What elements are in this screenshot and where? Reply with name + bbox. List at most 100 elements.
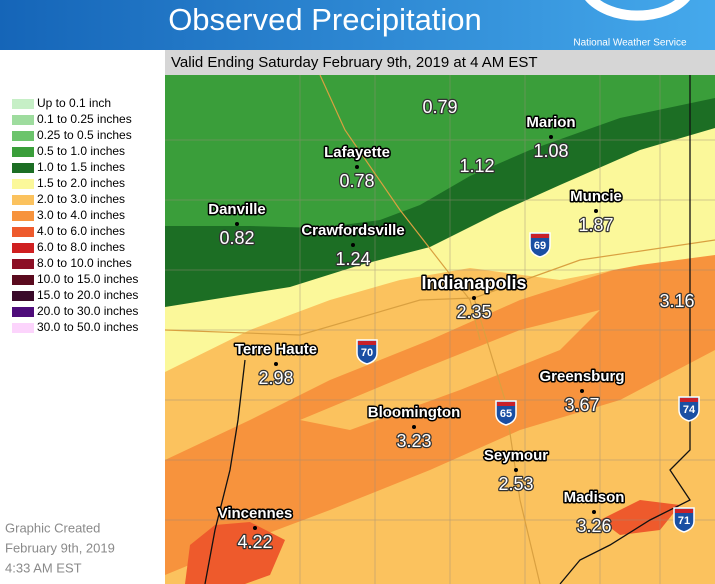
shield-top bbox=[680, 398, 698, 402]
shield-top bbox=[531, 234, 549, 238]
legend-swatch bbox=[12, 163, 34, 173]
shield-top bbox=[497, 402, 515, 406]
city-name: Marion bbox=[526, 114, 575, 131]
legend: Up to 0.1 inch 0.1 to 0.25 inches 0.25 to … bbox=[12, 96, 138, 334]
interstate-shield bbox=[678, 396, 700, 422]
legend-label: 10.0 to 15.0 inches bbox=[37, 272, 138, 286]
legend-label: 4.0 to 6.0 inches bbox=[37, 224, 125, 238]
legend-swatch bbox=[12, 243, 34, 253]
city-name: Greensburg bbox=[539, 368, 624, 385]
shield-number: 74 bbox=[683, 404, 696, 416]
city-name: Indianapolis bbox=[421, 273, 526, 293]
city-name: Vincennes bbox=[218, 505, 293, 522]
footer-line: 4:33 AM EST bbox=[5, 560, 82, 575]
footer-line: February 9th, 2019 bbox=[5, 540, 115, 555]
legend-swatch bbox=[12, 307, 34, 317]
legend-label: 1.0 to 1.5 inches bbox=[37, 160, 125, 174]
state-border bbox=[204, 359, 246, 584]
legend-label: 15.0 to 20.0 inches bbox=[37, 288, 138, 302]
shield-number: 69 bbox=[534, 240, 546, 252]
city-name: Lafayette bbox=[324, 144, 390, 161]
subtitle: Valid Ending Saturday February 9th, 2019… bbox=[171, 54, 538, 71]
legend-swatch bbox=[12, 195, 34, 205]
precip-value: 1.24 bbox=[335, 249, 370, 269]
city-name: Seymour bbox=[484, 447, 548, 464]
city-name: Crawfordsville bbox=[301, 222, 404, 239]
city-dot bbox=[351, 243, 355, 247]
city-name: Muncie bbox=[570, 188, 622, 205]
legend-label: Up to 0.1 inch bbox=[37, 96, 111, 110]
precip-value: 2.98 bbox=[258, 368, 293, 388]
shield-top bbox=[675, 509, 693, 513]
city-dot bbox=[514, 468, 518, 472]
city-dot bbox=[253, 526, 257, 530]
places: Marion 1.08 Lafayette 0.78 Muncie 1.87 Danvill… bbox=[207, 96, 700, 553]
precip-value: 2.53 bbox=[498, 474, 533, 494]
city-dot bbox=[472, 296, 476, 300]
precip-value: 1.87 bbox=[578, 215, 613, 235]
region bbox=[185, 522, 285, 584]
precip-value: 3.23 bbox=[396, 431, 431, 451]
city-dot bbox=[412, 425, 416, 429]
city-name: Bloomington bbox=[368, 404, 460, 421]
city-dot bbox=[580, 389, 584, 393]
legend-label: 1.5 to 2.0 inches bbox=[37, 176, 125, 190]
city-dot bbox=[355, 165, 359, 169]
precip-value: 3.26 bbox=[576, 516, 611, 536]
legend-swatch bbox=[12, 211, 34, 221]
legend-swatch bbox=[12, 291, 34, 301]
county-lines bbox=[165, 75, 715, 584]
footer: Graphic Created February 9th, 2019 4:33 AM… bbox=[5, 520, 115, 575]
region bbox=[165, 75, 715, 228]
legend-swatch bbox=[12, 275, 34, 285]
legend-swatch bbox=[12, 147, 34, 157]
legend-label: 20.0 to 30.0 inches bbox=[37, 304, 138, 318]
legend-label: 30.0 to 50.0 inches bbox=[37, 320, 138, 334]
interstate-shield bbox=[673, 507, 695, 533]
interstate-shield bbox=[356, 339, 378, 365]
city-dot bbox=[274, 362, 278, 366]
legend-swatch bbox=[12, 227, 34, 237]
city-name: Madison bbox=[564, 489, 625, 506]
precip-value: 0.79 bbox=[422, 97, 457, 117]
precip-value: 3.67 bbox=[564, 395, 599, 415]
highway bbox=[473, 297, 541, 584]
agency: National Weather Service bbox=[573, 38, 687, 49]
shield-number: 70 bbox=[361, 347, 373, 359]
legend-swatch bbox=[12, 179, 34, 189]
city-name: Danville bbox=[208, 201, 266, 218]
legend-label: 6.0 to 8.0 inches bbox=[37, 240, 125, 254]
city-name: Terre Haute bbox=[235, 341, 317, 358]
state-border bbox=[559, 75, 691, 584]
precip-value: 4.22 bbox=[237, 532, 272, 552]
precip-value: 0.78 bbox=[339, 171, 374, 191]
legend-swatch bbox=[12, 99, 34, 109]
legend-swatch bbox=[12, 323, 34, 333]
shield-number: 65 bbox=[500, 408, 512, 420]
legend-swatch bbox=[12, 115, 34, 125]
legend-swatch bbox=[12, 131, 34, 141]
legend-label: 8.0 to 10.0 inches bbox=[37, 256, 132, 270]
highway bbox=[165, 239, 715, 336]
precip-value: 0.82 bbox=[219, 228, 254, 248]
precip-value: 2.35 bbox=[456, 302, 491, 322]
highway bbox=[319, 75, 481, 341]
city-dot bbox=[549, 135, 553, 139]
legend-swatch bbox=[12, 259, 34, 269]
precip-value: 1.12 bbox=[459, 156, 494, 176]
shield-number: 71 bbox=[678, 515, 690, 527]
legend-label: 0.5 to 1.0 inches bbox=[37, 144, 125, 158]
city-dot bbox=[594, 209, 598, 213]
interstate-shield bbox=[529, 232, 551, 258]
map bbox=[165, 75, 715, 584]
nws-logo bbox=[585, 0, 690, 21]
subtitle-bar bbox=[165, 50, 715, 75]
footer-line: Graphic Created bbox=[5, 520, 100, 535]
header-title: Observed Precipitation bbox=[168, 2, 482, 37]
legend-label: 2.0 to 3.0 inches bbox=[37, 192, 125, 206]
legend-label: 3.0 to 4.0 inches bbox=[37, 208, 125, 222]
legend-label: 0.1 to 0.25 inches bbox=[37, 112, 132, 126]
precip-value: 3.16 bbox=[659, 291, 694, 311]
